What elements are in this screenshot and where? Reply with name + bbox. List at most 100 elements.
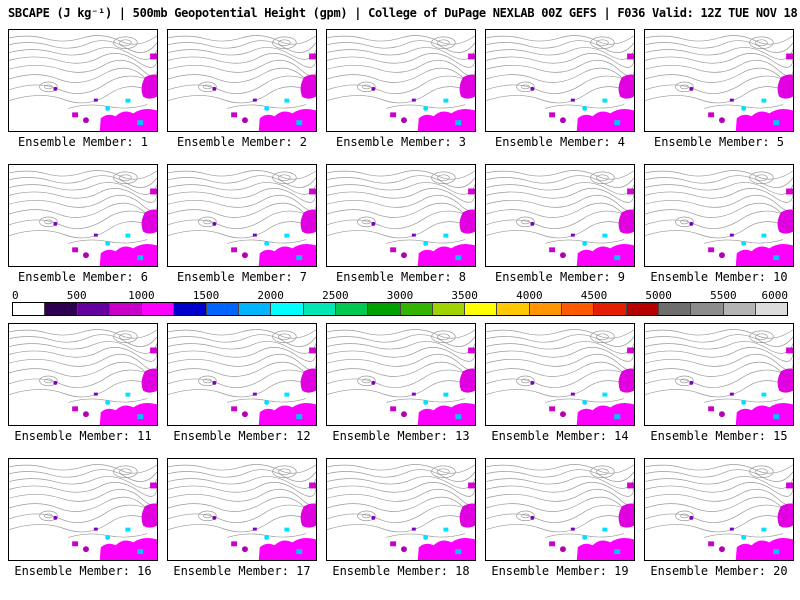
colorbar-segment	[335, 303, 369, 315]
cape-height-map	[167, 164, 317, 267]
ensemble-panel: Ensemble Member: 9	[485, 164, 635, 284]
colorbar-ticks: 0 500 1000 1500 2000 2500 3000 3500 4000 4500 5000…	[12, 289, 788, 302]
ensemble-member-label: Ensemble Member: 14	[491, 429, 629, 443]
cape-height-map	[644, 29, 794, 132]
ensemble-panel: Ensemble Member: 12	[167, 323, 317, 443]
cape-height-map	[485, 164, 635, 267]
colorbar-segment	[465, 303, 498, 315]
ensemble-member-label: Ensemble Member: 20	[650, 564, 788, 578]
colorbar-segment	[400, 303, 433, 315]
cape-height-map	[8, 458, 158, 561]
ensemble-member-label: Ensemble Member: 5	[653, 135, 785, 149]
cape-height-map	[326, 164, 476, 267]
colorbar-segment	[723, 303, 756, 315]
cape-height-map	[167, 29, 317, 132]
cape-height-map	[644, 164, 794, 267]
colorbar-segment	[594, 303, 627, 315]
ensemble-panel: Ensemble Member: 11	[8, 323, 158, 443]
cape-height-map	[485, 458, 635, 561]
colorbar-segment	[497, 303, 530, 315]
cape-height-map	[167, 458, 317, 561]
ensemble-member-label: Ensemble Member: 9	[494, 270, 626, 284]
ensemble-panel: Ensemble Member: 14	[485, 323, 635, 443]
ensemble-member-label: Ensemble Member: 12	[173, 429, 311, 443]
colorbar-segment	[529, 303, 563, 315]
colorbar-segment	[626, 303, 659, 315]
panel-row-3: Ensemble Member: 11 Ensemble Member: 12 …	[0, 323, 800, 443]
ensemble-panel: Ensemble Member: 3	[326, 29, 476, 149]
panel-row-2: Ensemble Member: 6 Ensemble Member: 7 En…	[0, 164, 800, 284]
ensemble-panel: Ensemble Member: 1	[8, 29, 158, 149]
colorbar-segment	[109, 303, 143, 315]
ensemble-member-label: Ensemble Member: 6	[17, 270, 149, 284]
ensemble-member-label: Ensemble Member: 8	[335, 270, 467, 284]
colorbar-segment	[755, 303, 788, 315]
ensemble-panel: Ensemble Member: 4	[485, 29, 635, 149]
cape-height-map	[8, 164, 158, 267]
colorbar-segment	[13, 303, 46, 315]
ensemble-member-label: Ensemble Member: 10	[650, 270, 788, 284]
ensemble-panel: Ensemble Member: 6	[8, 164, 158, 284]
cape-height-map	[167, 323, 317, 426]
ensemble-panel: Ensemble Member: 17	[167, 458, 317, 578]
colorbar-tick-label: 500	[66, 289, 87, 302]
cape-height-map	[644, 323, 794, 426]
colorbar-segment	[303, 303, 336, 315]
colorbar-tick-label: 1500	[192, 289, 220, 302]
colorbar-tick-label: 2500	[322, 289, 349, 302]
colorbar: 0 500 1000 1500 2000 2500 3000 3500 4000 4500 5000…	[12, 289, 788, 316]
colorbar-tick-label: 6000	[761, 289, 789, 302]
ensemble-panel: Ensemble Member: 19	[485, 458, 635, 578]
ensemble-member-label: Ensemble Member: 17	[173, 564, 311, 578]
colorbar-segment	[142, 303, 175, 315]
ensemble-member-label: Ensemble Member: 4	[494, 135, 626, 149]
ensemble-member-label: Ensemble Member: 15	[650, 429, 788, 443]
ensemble-member-label: Ensemble Member: 2	[176, 135, 308, 149]
colorbar-segment	[432, 303, 466, 315]
ensemble-member-label: Ensemble Member: 16	[14, 564, 152, 578]
ensemble-member-label: Ensemble Member: 7	[176, 270, 308, 284]
colorbar-tick-label: 5500	[710, 289, 737, 302]
cape-height-map	[8, 323, 158, 426]
colorbar-tick-label: 0	[12, 289, 19, 302]
ensemble-panel: Ensemble Member: 16	[8, 458, 158, 578]
ensemble-panel: Ensemble Member: 7	[167, 164, 317, 284]
ensemble-member-label: Ensemble Member: 11	[14, 429, 152, 443]
ensemble-panel: Ensemble Member: 2	[167, 29, 317, 149]
colorbar-tick-label: 1000	[128, 289, 155, 302]
colorbar-segment	[562, 303, 595, 315]
colorbar-tick-label: 3000	[386, 289, 414, 302]
colorbar-segment	[239, 303, 272, 315]
colorbar-tick-label: 5000	[645, 289, 672, 302]
ensemble-panel: Ensemble Member: 20	[644, 458, 794, 578]
colorbar-segment	[45, 303, 78, 315]
colorbar-segment	[368, 303, 401, 315]
cape-height-map	[644, 458, 794, 561]
colorbar-segment	[174, 303, 207, 315]
ensemble-member-label: Ensemble Member: 13	[332, 429, 470, 443]
cape-height-map	[485, 323, 635, 426]
colorbar-tick-label: 3500	[451, 289, 478, 302]
panel-row-1: Ensemble Member: 1 Ensemble Member: 2 En…	[0, 29, 800, 149]
panel-row-4: Ensemble Member: 16 Ensemble Member: 17 …	[0, 458, 800, 578]
ensemble-panel: Ensemble Member: 10	[644, 164, 794, 284]
colorbar-segment	[658, 303, 692, 315]
ensemble-panel: Ensemble Member: 5	[644, 29, 794, 149]
ensemble-panel: Ensemble Member: 18	[326, 458, 476, 578]
cape-height-map	[326, 323, 476, 426]
colorbar-segment	[691, 303, 724, 315]
colorbar-tick-label: 2000	[257, 289, 284, 302]
colorbar-tick-label: 4500	[580, 289, 608, 302]
ensemble-member-label: Ensemble Member: 1	[17, 135, 149, 149]
colorbar-segment	[206, 303, 240, 315]
cape-height-map	[8, 29, 158, 132]
cape-height-map	[326, 29, 476, 132]
cape-height-map	[485, 29, 635, 132]
colorbar-segment	[271, 303, 304, 315]
ensemble-member-label: Ensemble Member: 3	[335, 135, 467, 149]
cape-height-map	[326, 458, 476, 561]
colorbar-segment	[77, 303, 110, 315]
ensemble-panel: Ensemble Member: 8	[326, 164, 476, 284]
ensemble-panel: Ensemble Member: 15	[644, 323, 794, 443]
chart-title: SBCAPE (J kg⁻¹) | 500mb Geopotential Hei…	[8, 6, 800, 20]
